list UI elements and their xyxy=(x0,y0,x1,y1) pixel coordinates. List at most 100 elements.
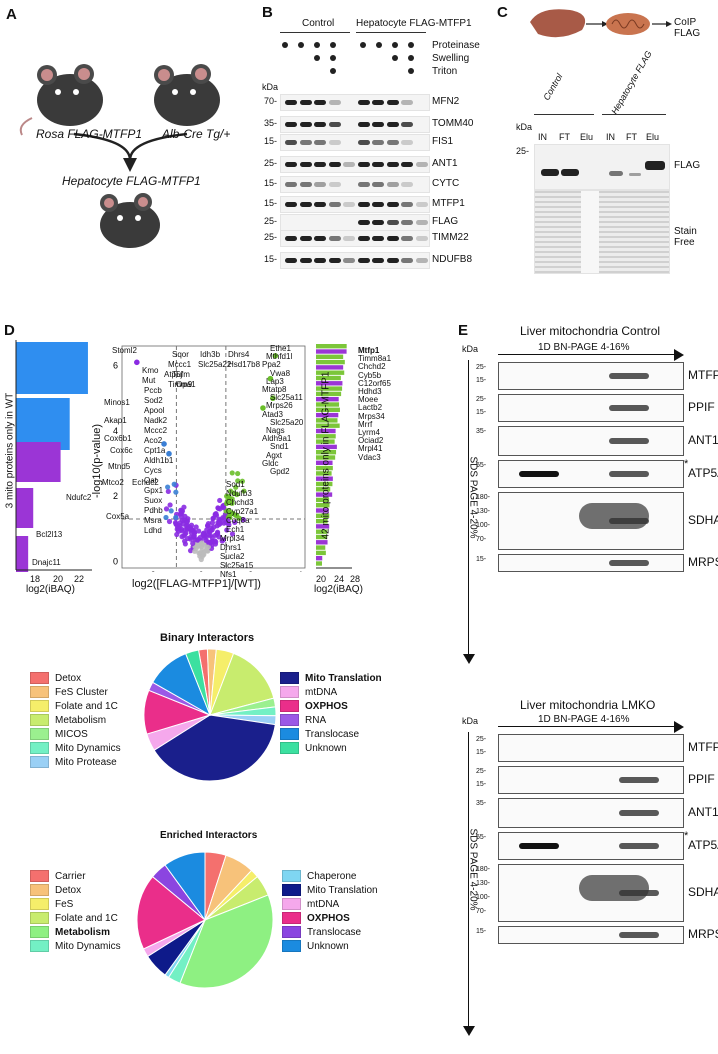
gel-ppif xyxy=(498,394,684,422)
band xyxy=(401,122,413,127)
legend-item: Mito Dynamics xyxy=(30,742,121,754)
liver-to-mito-flow xyxy=(530,9,672,38)
gel-ant1 xyxy=(498,426,684,456)
wt-tick-22: 22 xyxy=(74,574,85,584)
legend-label: Detox xyxy=(55,884,82,896)
kda-marker: 15- xyxy=(264,254,278,264)
volcano-label-snd1: Snd1 xyxy=(270,442,289,452)
legend-item: Mito Protease xyxy=(30,756,117,768)
coip-kda: kDa xyxy=(516,122,533,132)
volcano-svg: -2 0 2 4 0 2 4 6 xyxy=(113,345,306,580)
kda-marker: 35- xyxy=(476,428,487,435)
wt-bar xyxy=(16,442,61,482)
gel-sdha xyxy=(498,864,684,922)
panel-label-b: B xyxy=(262,4,273,21)
volcano-point xyxy=(240,517,247,523)
volcano-point xyxy=(163,506,170,512)
mtfp1-bar xyxy=(316,365,344,370)
volcano-label-pccb: Pccb xyxy=(144,386,162,395)
volcano-label-vwa8: Vwa8 xyxy=(270,368,291,378)
band xyxy=(314,258,326,263)
coip-label: CoIP FLAG xyxy=(674,17,701,39)
legend-swatch xyxy=(30,672,49,684)
band xyxy=(415,220,428,225)
volcano-point xyxy=(235,470,241,477)
volcano-label-aco2: Aco2 xyxy=(144,436,163,445)
kda-marker: 25- xyxy=(476,364,487,371)
mtfp1-bar xyxy=(316,465,333,471)
legend-label: Mito Dynamics xyxy=(55,940,121,952)
legend-label: mtDNA xyxy=(307,898,340,910)
volcano-label-sucla2: Sucla2 xyxy=(220,552,245,561)
volcano-xtick: -2 xyxy=(148,570,156,572)
legend-label: Translocase xyxy=(307,926,362,938)
blot-mfn2 xyxy=(280,94,430,111)
band xyxy=(328,202,341,207)
mtfp1-bar xyxy=(316,423,340,428)
mtfp1-bar xyxy=(316,540,328,545)
volcano-label-dhrs4: Dhrs4 xyxy=(228,350,250,359)
volcano-point xyxy=(217,497,223,504)
treatment-proteinase: Proteinase xyxy=(432,40,480,51)
band xyxy=(386,220,399,225)
legend-label: OXPHOS xyxy=(307,912,350,924)
kda-marker: 15- xyxy=(264,178,278,188)
blot-label-tomm40: TOMM40 xyxy=(432,118,474,129)
volcano-label-ppa2: Ppa2 xyxy=(262,360,281,370)
volcano-point xyxy=(228,510,234,516)
legend-label: Carrier xyxy=(55,870,86,882)
legend-label: mtDNA xyxy=(305,686,338,698)
arrow-down-icon xyxy=(463,654,475,664)
volcano-label-mrps26: Mrps26 xyxy=(266,401,293,411)
volcano-point xyxy=(234,491,240,498)
kda-marker: 55- xyxy=(476,462,487,469)
kda-marker: 35- xyxy=(476,800,487,807)
arrow-right-icon xyxy=(674,349,684,361)
gel-label-ppif: PPIF xyxy=(688,772,715,786)
band xyxy=(299,122,312,127)
band xyxy=(299,162,312,167)
kda-marker: 100- xyxy=(476,522,491,529)
gel-mrps14 xyxy=(498,554,684,572)
kda-marker: 130- xyxy=(476,508,491,515)
mtfp1-bar xyxy=(316,359,345,365)
mtfp1-list-item: Ociad2 xyxy=(358,436,384,446)
kda-marker: 25- xyxy=(476,736,487,743)
gel-label-mtfp1: MTFP1 xyxy=(688,368,718,382)
volcano-label-atad3: Atad3 xyxy=(262,409,283,419)
band xyxy=(372,258,384,263)
blot-tomm40 xyxy=(280,116,430,133)
volcano-point xyxy=(168,508,174,514)
volcano-point xyxy=(182,527,188,533)
volcano-point xyxy=(165,484,171,490)
band xyxy=(386,258,399,263)
binary-title: Binary Interactors xyxy=(160,632,255,644)
mtfp1-bar xyxy=(316,434,336,439)
band xyxy=(401,258,413,263)
band xyxy=(328,140,341,145)
volcano-point xyxy=(210,515,216,521)
legend-swatch xyxy=(280,686,299,698)
volcano-label-gpx1: Gpx1 xyxy=(144,486,164,495)
mtfp1-bar xyxy=(316,418,338,423)
volcano-point xyxy=(233,484,239,490)
volcano-point xyxy=(172,520,179,526)
band xyxy=(372,182,384,187)
volcano-point-ppa2 xyxy=(270,395,276,402)
breeding-scheme: Rosa FLAG-MTFP1 Alb-Cre Tg/+ Hepatocyte … xyxy=(12,30,257,260)
band xyxy=(386,140,399,145)
legend-swatch xyxy=(30,884,49,896)
band xyxy=(357,100,370,105)
gel-mtfp1 xyxy=(498,362,684,390)
legend-item: Translocase xyxy=(280,728,359,740)
volcano-point xyxy=(178,513,184,520)
mtfp1-bar xyxy=(316,481,333,487)
group-control-label: Control xyxy=(302,18,335,29)
blot-mtfp1 xyxy=(280,196,430,213)
legend-swatch xyxy=(282,926,301,938)
legend-swatch xyxy=(280,672,299,684)
mtfp1-bar-svg xyxy=(316,344,352,569)
volcano-label-slc25a20: Slc25a20 xyxy=(270,417,304,427)
mtfp1-bar xyxy=(316,455,336,460)
legend-label: Mito Translation xyxy=(305,672,382,684)
